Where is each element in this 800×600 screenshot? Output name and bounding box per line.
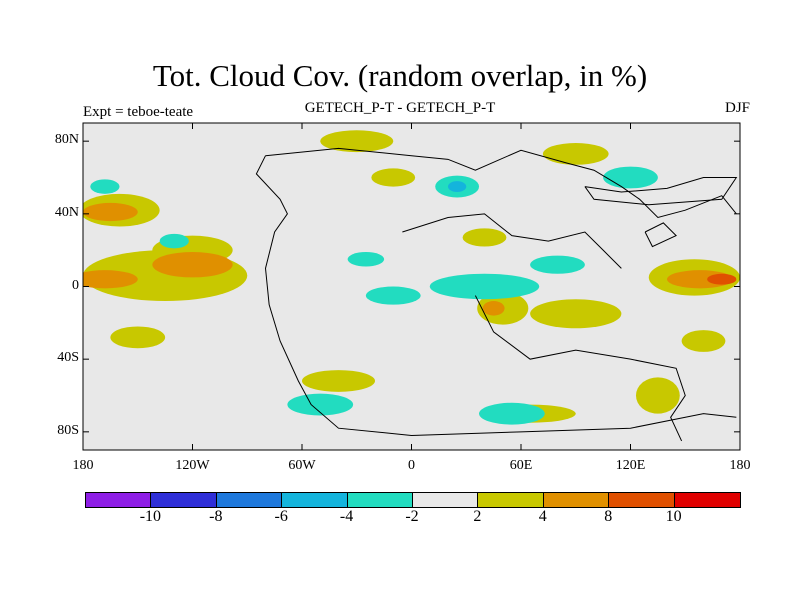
- dataset-label: GETECH_P-T - GETECH_P-T: [304, 100, 496, 116]
- lat-label: 80S: [57, 422, 79, 438]
- anomaly-region-yellow: [371, 168, 416, 187]
- colorbar-box: [478, 493, 544, 507]
- colorbar-label: -6: [274, 508, 288, 525]
- anomaly-region-cyan: [347, 251, 385, 267]
- coastline: [402, 213, 622, 269]
- coastline: [474, 295, 686, 442]
- coastline: [255, 155, 737, 436]
- anomaly-region-cyan: [530, 255, 585, 274]
- colorbar-box: [347, 493, 413, 507]
- page-title: Tot. Cloud Cov. (random overlap, in %): [152, 58, 648, 93]
- colorbar-box: [86, 493, 152, 507]
- anomaly-region-cyan: [429, 273, 540, 300]
- lon-label: 0: [408, 458, 415, 473]
- colorbar: [85, 492, 741, 508]
- anomaly-region-yellow: [681, 330, 726, 352]
- colorbar-label: -10: [139, 508, 162, 525]
- lon-label: 60W: [288, 458, 316, 473]
- coastline: [644, 222, 677, 248]
- colorbar-label: -8: [209, 508, 223, 525]
- lon-label: 120E: [615, 458, 646, 473]
- anomaly-region-teal: [448, 181, 467, 193]
- colorbar-box: [151, 493, 217, 507]
- anomaly-region-yellow: [635, 377, 680, 414]
- lon-label: 120W: [175, 458, 210, 473]
- anomaly-region-cyan: [365, 286, 421, 305]
- colorbar-label: 10: [665, 508, 682, 525]
- lat-label: 0: [72, 277, 79, 293]
- anomaly-region-cyan: [159, 233, 189, 249]
- anomaly-region-orange: [83, 270, 138, 289]
- anomaly-region-yellow: [302, 370, 375, 392]
- colorbar-label: 8: [604, 508, 613, 525]
- anomaly-region-yellow: [530, 299, 622, 329]
- anomaly-region-cyan: [287, 393, 354, 416]
- anomaly-region-red-orange: [707, 273, 737, 285]
- colorbar-label: -2: [405, 508, 419, 525]
- colorbar-label: 4: [538, 508, 547, 525]
- experiment-label: Expt = teboe-teate: [83, 104, 194, 120]
- anomaly-region-cyan: [479, 402, 545, 425]
- colorbar-label: 2: [473, 508, 482, 525]
- lat-label: 40N: [54, 204, 79, 220]
- lat-label: 80N: [54, 132, 79, 148]
- anomaly-region-yellow: [110, 326, 166, 349]
- colorbar-box: [216, 493, 283, 507]
- colorbar-box: [543, 493, 610, 507]
- colorbar-box: [674, 493, 740, 507]
- anomaly-regions: [83, 130, 740, 425]
- anomaly-region-orange: [152, 251, 233, 278]
- colorbar-box: [282, 493, 348, 507]
- anomaly-region-cyan: [603, 166, 658, 189]
- season-label: DJF: [724, 100, 750, 116]
- lon-label: 180: [72, 458, 94, 473]
- coastlines: [255, 147, 738, 442]
- anomaly-region-orange: [482, 301, 505, 316]
- anomaly-region-yellow: [462, 228, 507, 247]
- coastline: [265, 147, 737, 219]
- anomaly-region-yellow: [542, 142, 609, 165]
- lat-label: 40S: [57, 350, 79, 366]
- colorbar-box: [609, 493, 675, 507]
- colorbar-box: [412, 493, 479, 507]
- lon-label: 180: [729, 458, 751, 473]
- colorbar-label: -4: [339, 508, 354, 525]
- anomaly-region-orange: [83, 202, 138, 222]
- lon-label: 60E: [509, 458, 533, 473]
- axis-ticks: [82, 123, 741, 450]
- coastline: [584, 177, 738, 206]
- anomaly-region-yellow: [320, 130, 394, 153]
- anomaly-region-cyan: [90, 179, 120, 194]
